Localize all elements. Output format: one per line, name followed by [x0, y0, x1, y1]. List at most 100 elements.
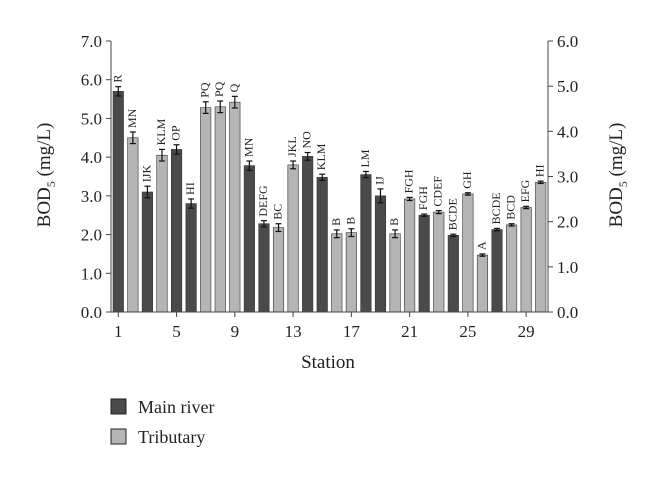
error-bar-station-8	[217, 100, 224, 114]
sig-label-station-29: EFG	[518, 179, 532, 202]
bar-station-24	[447, 235, 459, 313]
axes-layer: 0.0 1.0 2.0 3.0 4.0 5.0 6.0 7.0 0.0 1.0 2.0 3.0 4.0 5…	[81, 32, 579, 341]
error-bar-station-20	[392, 229, 399, 239]
bar-station-23	[433, 211, 445, 313]
error-bars-layer	[115, 86, 544, 257]
bars-layer	[112, 91, 547, 313]
error-bar-station-15	[319, 173, 326, 181]
x-tick-label: 9	[231, 322, 240, 341]
sig-label-station-3: IJK	[139, 165, 153, 183]
sig-label-station-5: OP	[169, 125, 183, 141]
bar-station-11	[258, 223, 270, 313]
error-bar-station-5	[173, 144, 180, 155]
error-bar-station-28	[508, 223, 515, 227]
legend-item-tributary: Tributary	[110, 427, 205, 447]
bar-station-20	[389, 233, 401, 313]
x-axis-title: Station	[301, 352, 355, 373]
error-bar-station-29	[523, 205, 530, 210]
x-tick-label: 29	[518, 322, 535, 341]
bar-station-14	[302, 156, 314, 313]
bar-station-9	[229, 101, 241, 313]
x-tick-label: 5	[172, 322, 181, 341]
legend: Main river Tributary	[110, 397, 214, 447]
x-tick-label: 1	[114, 322, 123, 341]
sig-label-station-2: MN	[125, 108, 139, 128]
sig-label-station-12: BC	[271, 204, 285, 220]
right-y-tick-label: 6.0	[557, 32, 578, 51]
left-y-tick-label: 6.0	[81, 71, 102, 90]
error-bar-station-16	[333, 229, 340, 239]
sig-label-station-9: Q	[227, 83, 241, 92]
bar-station-16	[331, 233, 343, 313]
bar-station-17	[345, 232, 357, 313]
x-tick-label: 25	[459, 322, 476, 341]
bar-station-28	[506, 224, 518, 313]
bar-station-1	[112, 91, 124, 313]
sig-label-station-22: FGH	[416, 186, 430, 210]
right-y-tick-label: 0.0	[557, 303, 578, 322]
sig-label-station-27: BCDE	[489, 192, 503, 224]
bar-station-4	[156, 154, 168, 313]
error-bar-station-18	[362, 170, 369, 179]
error-bar-station-19	[377, 188, 384, 204]
bar-station-7	[200, 107, 212, 313]
error-bar-station-2	[129, 131, 136, 145]
x-tick-label: 21	[401, 322, 418, 341]
bar-station-2	[127, 137, 139, 313]
left-y-tick-label: 1.0	[81, 264, 102, 283]
sig-label-station-4: KLM	[154, 118, 168, 145]
sig-label-station-13: JKL	[285, 136, 299, 157]
sig-label-station-24: BCDE	[445, 198, 459, 230]
bar-station-5	[171, 149, 183, 313]
error-bar-station-17	[348, 228, 355, 238]
sig-label-station-19: IJ	[372, 176, 386, 185]
sig-label-station-20: B	[387, 218, 401, 226]
right-y-axis-title: BOD5 (mg/L)	[606, 123, 630, 228]
error-bar-station-27	[494, 227, 501, 232]
sig-label-station-7: PQ	[198, 82, 212, 98]
legend-label-main-river: Main river	[138, 397, 214, 417]
bar-station-13	[287, 164, 299, 313]
right-y-tick-label: 5.0	[557, 77, 578, 96]
left-y-tick-label: 7.0	[81, 32, 102, 51]
error-bar-station-12	[275, 223, 282, 233]
bar-station-27	[491, 229, 503, 313]
error-bar-station-10	[246, 160, 253, 171]
left-y-axis-title: BOD5 (mg/L)	[34, 123, 58, 228]
left-y-tick-label: 5.0	[81, 109, 102, 128]
error-bar-station-24	[450, 233, 457, 238]
right-y-tick-label: 3.0	[557, 168, 578, 187]
bar-station-10	[243, 165, 255, 313]
error-bar-station-22	[421, 213, 428, 217]
legend-label-tributary: Tributary	[138, 427, 205, 447]
sig-label-station-11: DEFG	[256, 185, 270, 217]
bar-station-30	[535, 182, 547, 313]
bar-station-21	[404, 198, 416, 313]
error-bar-station-25	[464, 192, 471, 196]
bar-station-8	[214, 106, 226, 313]
sig-label-station-15: KLM	[314, 143, 328, 170]
bar-station-29	[520, 207, 532, 313]
x-tick-label: 17	[343, 322, 361, 341]
legend-swatch-tributary	[110, 428, 127, 445]
sig-label-station-16: B	[329, 218, 343, 226]
sig-label-station-21: FGH	[402, 169, 416, 193]
bar-station-15	[316, 176, 328, 313]
bar-station-26	[476, 254, 488, 313]
error-bar-station-13	[290, 160, 297, 170]
sig-label-station-8: PQ	[212, 81, 226, 97]
error-bar-station-9	[231, 95, 238, 109]
sig-label-station-14: NO	[300, 131, 314, 149]
x-tick-label: 13	[285, 322, 302, 341]
error-bar-station-14	[304, 151, 311, 161]
error-bar-station-1	[115, 86, 122, 97]
error-bar-station-4	[158, 148, 165, 162]
error-bar-station-21	[406, 196, 413, 202]
sig-label-station-17: B	[343, 217, 357, 225]
bar-station-19	[374, 195, 387, 313]
error-bar-station-11	[260, 220, 267, 228]
error-bar-station-3	[144, 185, 151, 199]
left-y-tick-label: 3.0	[81, 187, 102, 206]
